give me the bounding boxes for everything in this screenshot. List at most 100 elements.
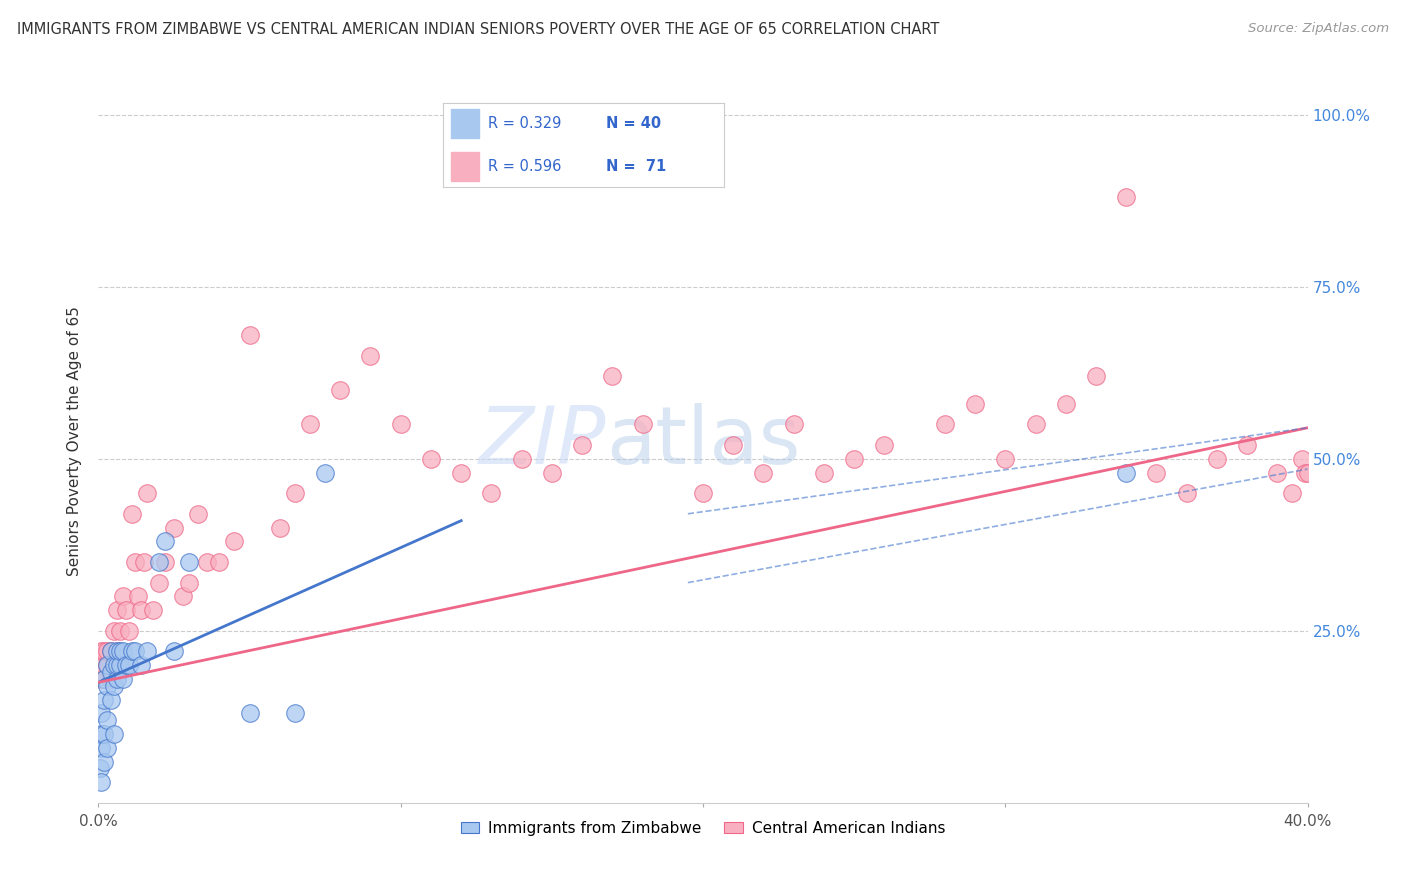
Point (844, 451, 866, 466)
Text: N = 40: N = 40 (606, 116, 661, 131)
Point (96, 740, 118, 755)
Point (284, 486, 307, 500)
Point (93, 644, 115, 658)
Point (111, 672, 134, 686)
Point (105, 658, 128, 673)
Point (1115, 466, 1137, 480)
Text: R = 0.329: R = 0.329 (488, 116, 561, 131)
Point (148, 575, 170, 590)
Point (93, 692, 115, 706)
Point (90, 727, 112, 741)
Point (111, 644, 134, 658)
Point (90, 672, 112, 686)
Point (224, 534, 246, 549)
Point (103, 679, 125, 693)
Point (93, 755, 115, 769)
Point (783, 417, 806, 432)
Point (100, 692, 122, 706)
Point (179, 555, 201, 569)
Point (314, 466, 336, 480)
Point (450, 466, 472, 480)
Point (329, 383, 352, 397)
Text: N =  71: N = 71 (606, 159, 666, 174)
Point (90, 658, 112, 673)
Text: R = 0.596: R = 0.596 (488, 159, 561, 174)
Point (1296, 466, 1319, 480)
Point (1144, 466, 1167, 480)
Point (269, 520, 291, 534)
Point (1267, 466, 1289, 480)
Point (121, 507, 143, 521)
Point (96, 679, 118, 693)
Point (692, 486, 714, 500)
Point (108, 624, 131, 638)
Point (1085, 369, 1108, 384)
Point (96, 644, 118, 658)
Point (360, 349, 382, 363)
Point (873, 438, 896, 452)
Point (179, 575, 201, 590)
Point (299, 417, 322, 432)
Point (172, 590, 194, 604)
Point (103, 624, 125, 638)
Bar (451, 110, 479, 138)
Point (1024, 417, 1046, 432)
Point (1291, 451, 1313, 466)
Point (284, 706, 307, 721)
Point (118, 624, 141, 638)
Point (571, 438, 593, 452)
Point (153, 555, 176, 569)
Point (108, 658, 131, 673)
Point (103, 658, 125, 673)
Point (163, 644, 186, 658)
Point (93, 672, 115, 686)
Point (124, 555, 146, 569)
Point (1206, 451, 1229, 466)
Point (90, 740, 112, 755)
Point (752, 466, 775, 480)
Point (153, 534, 176, 549)
Point (127, 590, 149, 604)
Point (195, 555, 218, 569)
Text: atlas: atlas (606, 402, 800, 481)
Point (723, 438, 745, 452)
Point (105, 672, 128, 686)
Point (481, 486, 503, 500)
Point (1115, 190, 1137, 204)
Point (100, 644, 122, 658)
Text: IMMIGRANTS FROM ZIMBABWE VS CENTRAL AMERICAN INDIAN SENIORS POVERTY OVER THE AGE: IMMIGRANTS FROM ZIMBABWE VS CENTRAL AMER… (17, 22, 939, 37)
Point (187, 507, 209, 521)
Point (135, 644, 157, 658)
Point (420, 451, 443, 466)
Point (96, 658, 118, 673)
Point (148, 555, 170, 569)
Point (90, 775, 112, 789)
Point (239, 327, 262, 342)
Point (1281, 486, 1303, 500)
Point (510, 451, 533, 466)
Point (208, 555, 231, 569)
Point (93, 727, 115, 741)
Point (100, 644, 122, 658)
Point (1054, 397, 1077, 411)
Y-axis label: Seniors Poverty Over the Age of 65: Seniors Poverty Over the Age of 65 (67, 307, 83, 576)
Point (135, 486, 157, 500)
Point (239, 706, 262, 721)
Point (1236, 438, 1258, 452)
Point (96, 713, 118, 727)
Bar (451, 152, 479, 180)
Text: Source: ZipAtlas.com: Source: ZipAtlas.com (1249, 22, 1389, 36)
Point (813, 466, 835, 480)
Point (108, 644, 131, 658)
Point (96, 658, 118, 673)
Point (100, 672, 122, 686)
Point (994, 451, 1017, 466)
Point (90, 644, 112, 658)
Point (934, 417, 956, 432)
Point (103, 658, 125, 673)
Text: ZIP: ZIP (479, 402, 606, 481)
Point (105, 603, 128, 617)
Point (111, 590, 134, 604)
Point (90, 706, 112, 721)
Point (129, 658, 152, 673)
